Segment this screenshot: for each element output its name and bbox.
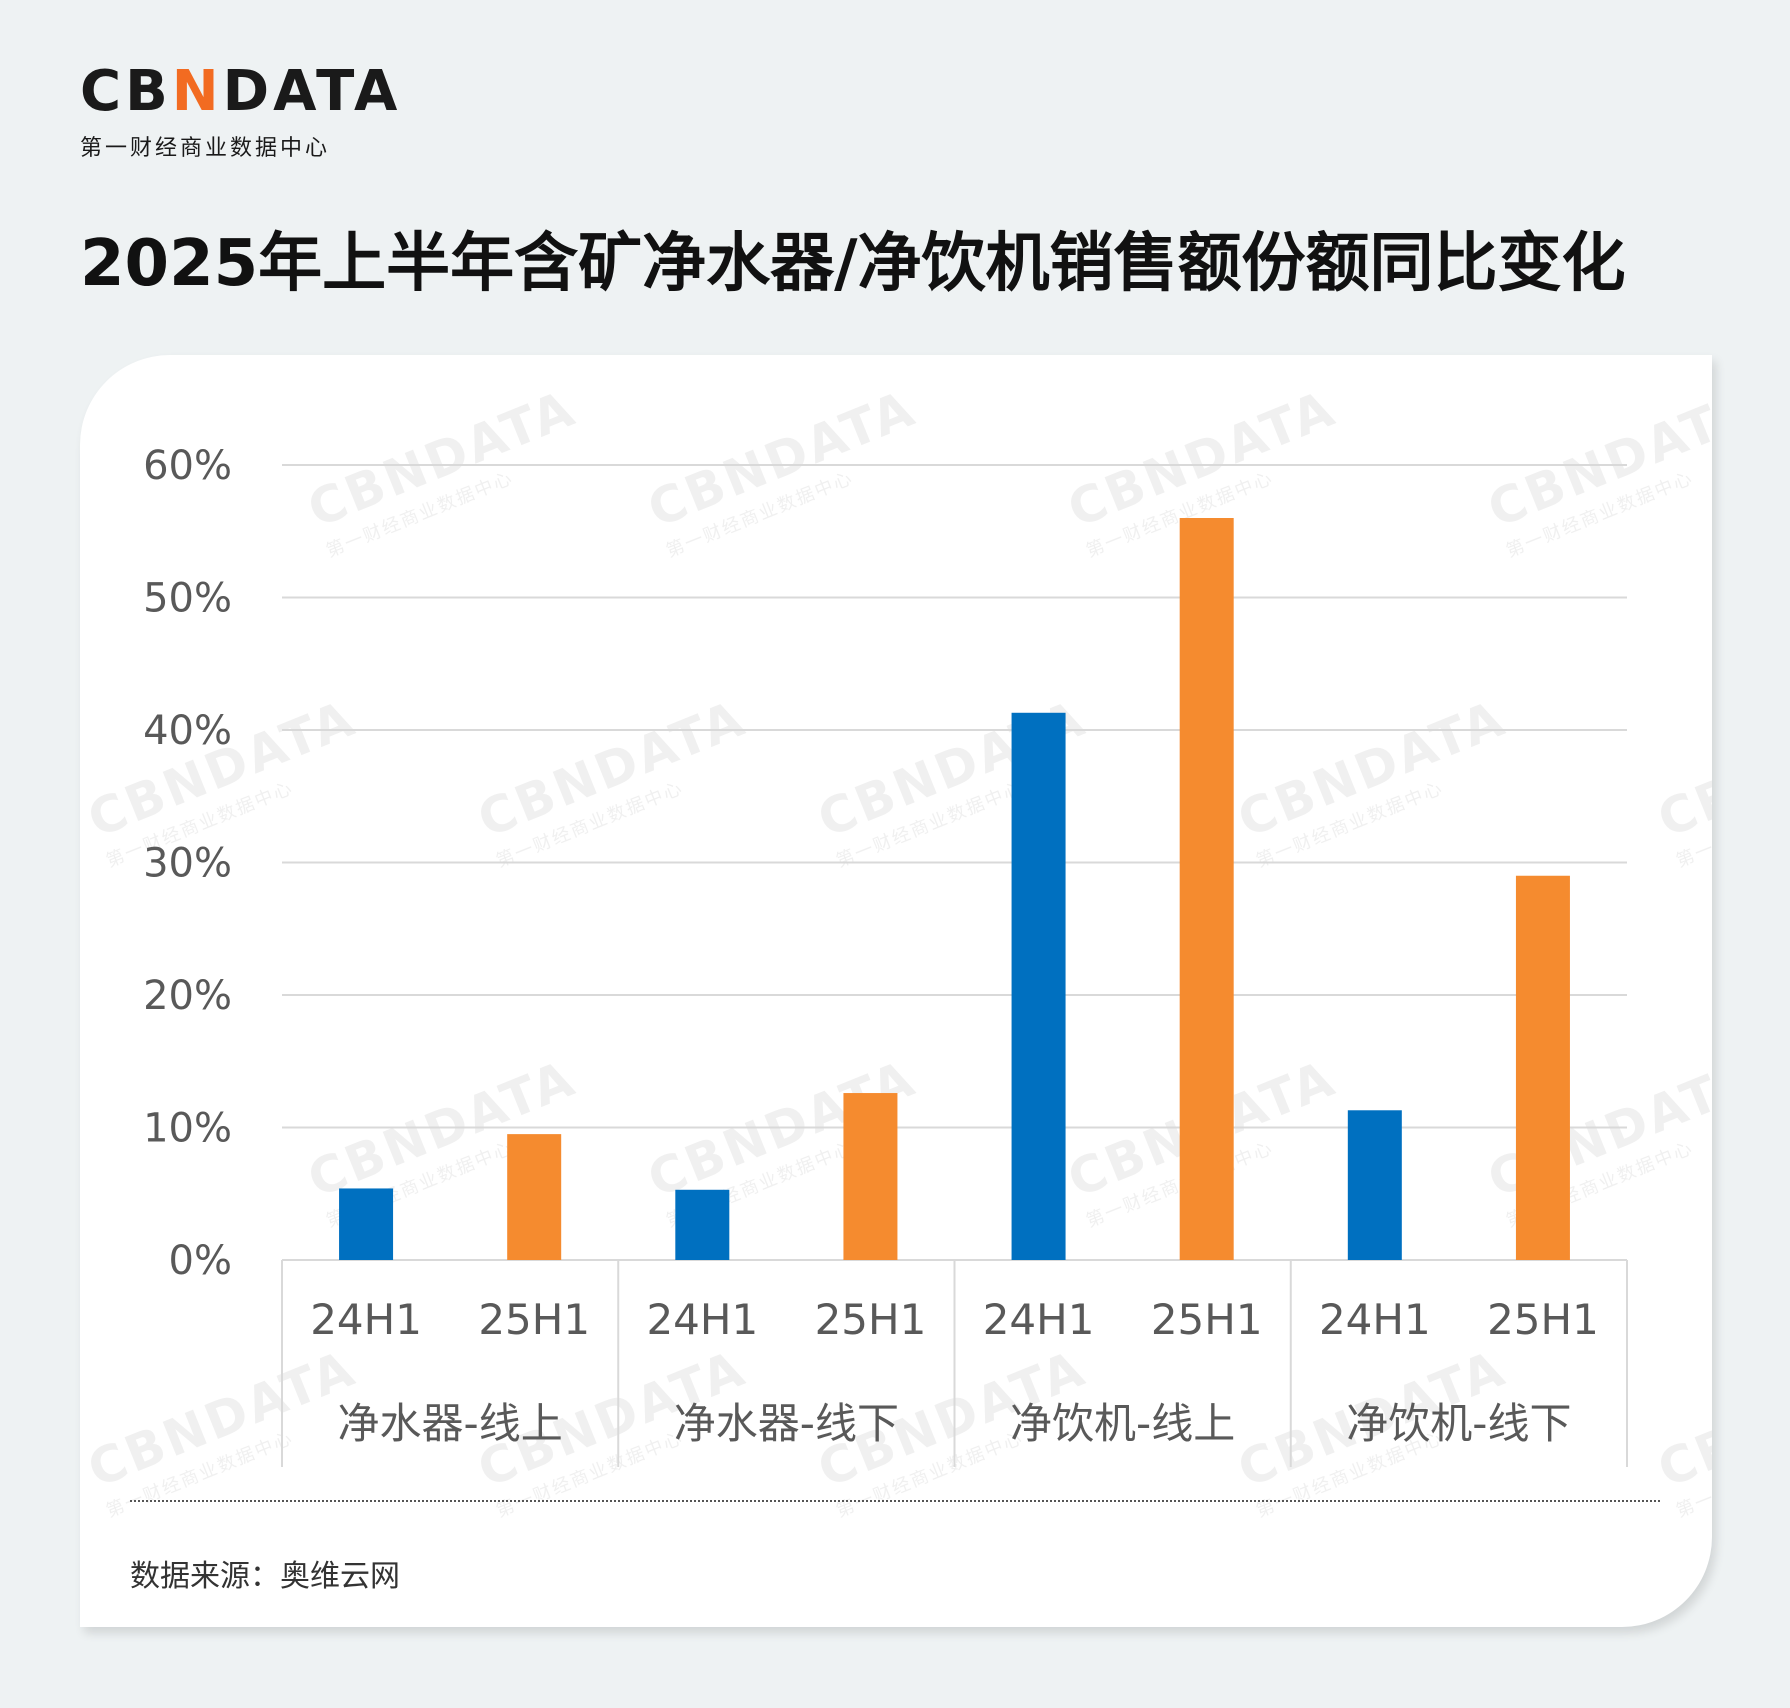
category-label: 净水器-线下	[674, 1399, 899, 1448]
x-tick-label: 25H1	[1487, 1295, 1599, 1344]
x-tick-label: 24H1	[1319, 1295, 1431, 1344]
source-divider	[130, 1500, 1660, 1502]
bar-25H1	[507, 1134, 562, 1260]
data-source: 数据来源：奥维云网	[130, 1559, 400, 1594]
category-label: 净水器-线上	[338, 1399, 563, 1448]
x-tick-label: 25H1	[815, 1295, 927, 1344]
y-tick-label: 50%	[143, 576, 232, 622]
x-tick-label: 25H1	[478, 1295, 590, 1344]
x-tick-label: 24H1	[646, 1295, 758, 1344]
bar-24H1	[339, 1188, 394, 1260]
brand-subtitle: 第一财经商业数据中心	[80, 136, 331, 161]
y-tick-label: 10%	[143, 1106, 232, 1152]
y-tick-label: 30%	[143, 841, 232, 887]
bar-24H1	[1347, 1110, 1402, 1260]
page-title: 2025年上半年含矿净水器/净饮机销售额份额同比变化	[80, 227, 1626, 301]
brand-logo-block: CBNDATA 第一财经商业数据中心	[80, 62, 401, 162]
y-tick-label: 0%	[169, 1238, 232, 1284]
bar-chart: 0% 10% 20% 30% 40% 50% 60% 24H1 25H1 净水器-线上 24H1 25…	[143, 443, 1628, 1467]
x-tick-label: 24H1	[983, 1295, 1095, 1344]
x-tick-label: 24H1	[310, 1295, 422, 1344]
x-tick-label: 25H1	[1151, 1295, 1263, 1344]
bar-25H1	[1515, 875, 1570, 1260]
brand-logo: CBNDATA	[80, 59, 402, 124]
chart-card: CBNDATA 第一财经商业数据中心 CBNDATA 第一财经商业数据中心 CBNDAT…	[80, 355, 1712, 1627]
bar-25H1	[843, 1093, 898, 1260]
y-tick-label: 20%	[143, 973, 232, 1019]
category-label: 净饮机-线下	[1346, 1399, 1571, 1448]
bar-24H1	[1011, 712, 1066, 1260]
y-tick-label: 60%	[143, 443, 232, 489]
bar-25H1	[1179, 518, 1234, 1260]
y-tick-label: 40%	[143, 708, 232, 754]
category-label: 净饮机-线上	[1010, 1399, 1235, 1448]
bar-24H1	[675, 1189, 730, 1260]
